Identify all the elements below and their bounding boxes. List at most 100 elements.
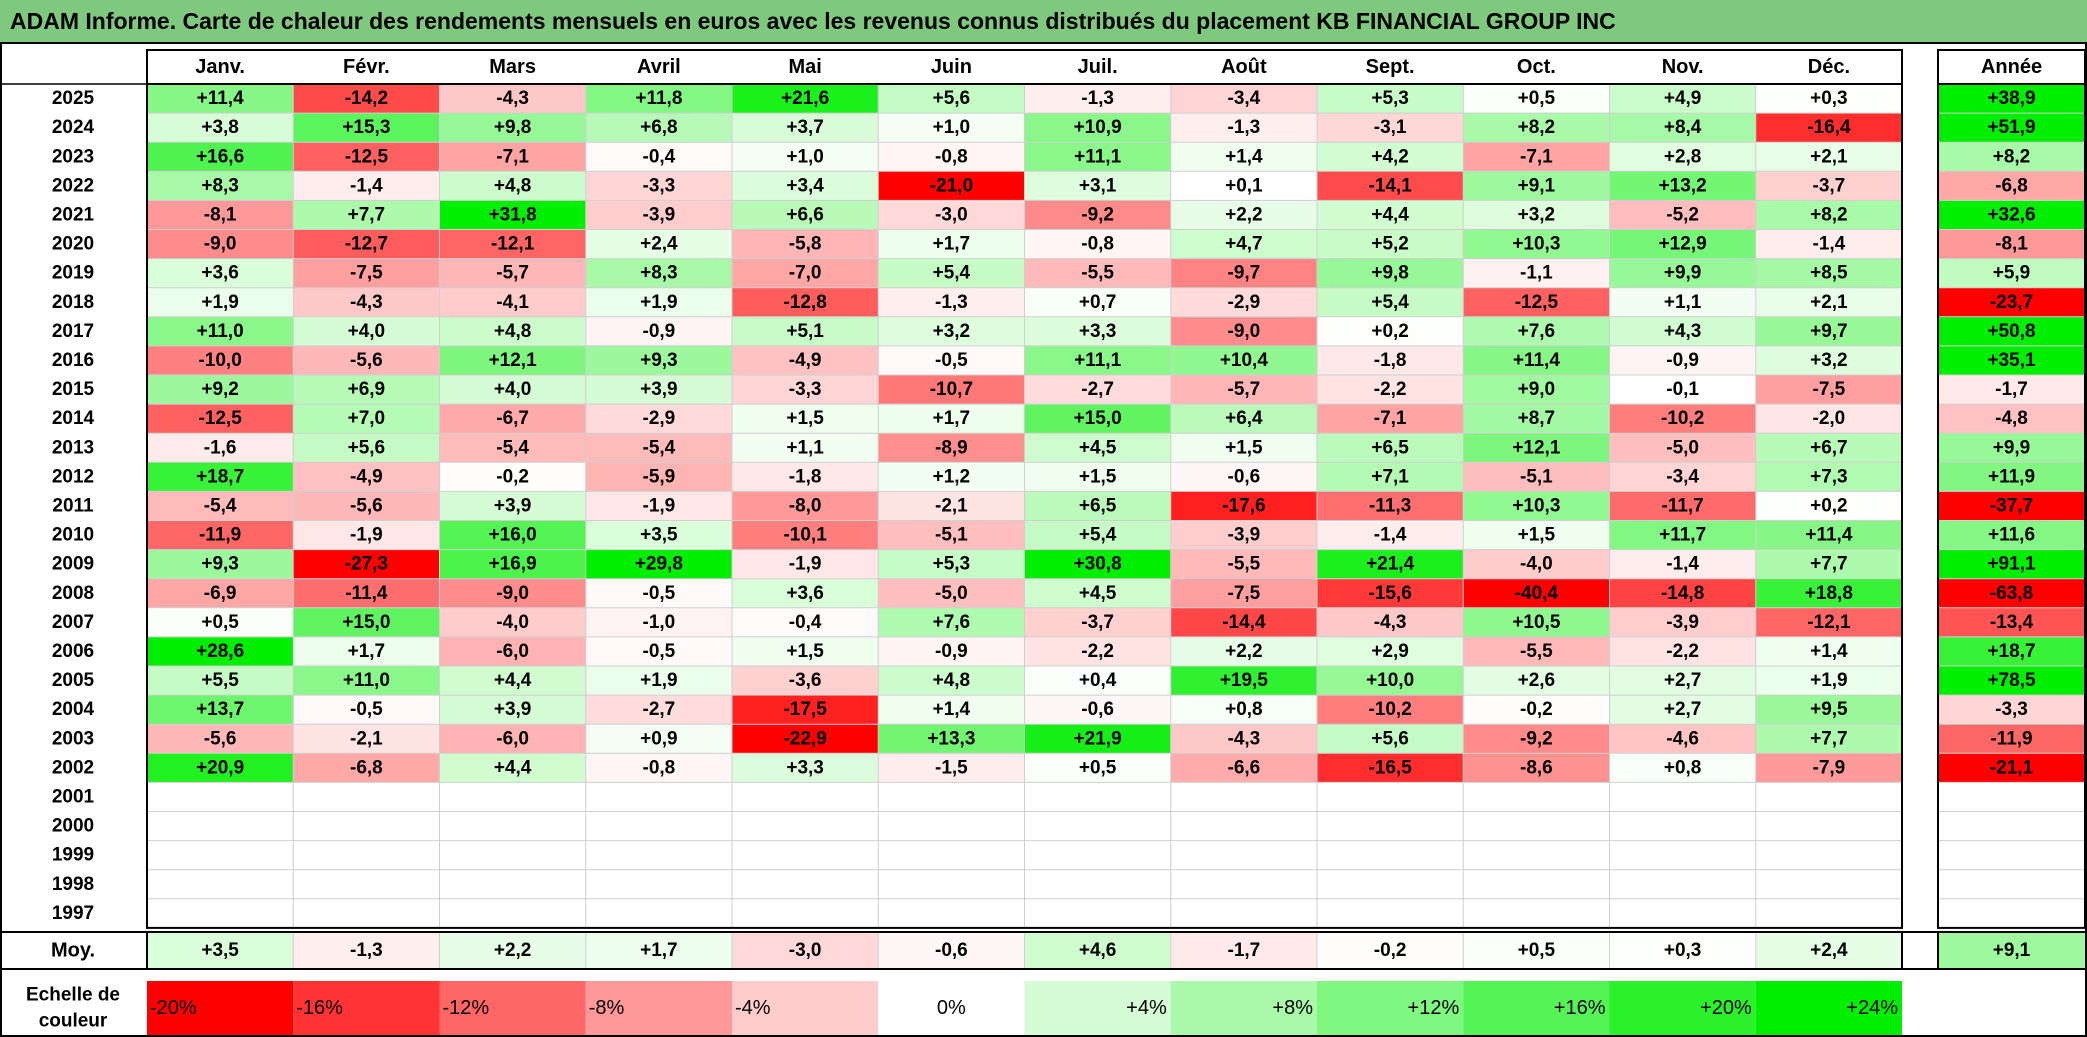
- annual-value: -11,9: [1990, 728, 2032, 749]
- cell-value: +0,7: [1079, 292, 1117, 313]
- heatmap-cell: [147, 753, 294, 783]
- cell-value: -7,1: [1520, 146, 1553, 167]
- heatmap-cell: [147, 287, 294, 317]
- heatmap-cell: [878, 287, 1025, 317]
- heatmap-cell: [1463, 200, 1610, 230]
- cell-value: -0,9: [935, 641, 968, 662]
- row-year-label: 2017: [52, 321, 94, 342]
- cell-value: +0,1: [1225, 175, 1263, 196]
- heatmap-cell: [878, 375, 1025, 405]
- heatmap-cell: [878, 724, 1025, 754]
- heatmap-cell: [1609, 113, 1756, 143]
- cell-value: -7,5: [350, 263, 383, 284]
- heatmap-cell: [293, 113, 440, 143]
- cell-value: +11,4: [197, 88, 244, 109]
- average-cell: [878, 933, 1025, 968]
- heatmap-cell: [585, 549, 732, 579]
- cell-value: +6,5: [1079, 495, 1117, 516]
- row-year-label: 1999: [52, 845, 94, 866]
- heatmap-cell: [1170, 695, 1317, 725]
- cell-value: -4,9: [789, 350, 822, 371]
- heatmap-cell: [1463, 898, 1610, 928]
- heatmap-cell: [147, 404, 294, 434]
- cell-value: +2,4: [640, 234, 678, 255]
- heatmap-cell: [1755, 316, 1902, 346]
- cell-value: +15,0: [342, 612, 390, 633]
- heatmap-cell: [1755, 200, 1902, 230]
- heatmap-cell: [1024, 898, 1171, 928]
- cell-value: +7,6: [1518, 321, 1556, 342]
- annual-cell: [1938, 811, 2085, 841]
- heatmap-cell: [1170, 345, 1317, 375]
- cell-value: -11,3: [1369, 495, 1411, 516]
- row-year-label: 2000: [52, 816, 94, 837]
- cell-value: +3,1: [1079, 175, 1117, 196]
- cell-value: -0,5: [350, 699, 383, 720]
- heatmap-cell: [1317, 433, 1464, 463]
- heatmap-cell: [1463, 433, 1610, 463]
- heatmap-cell: [1024, 666, 1171, 696]
- color-scale-stop: +16%: [1554, 997, 1606, 1019]
- cell-value: +3,7: [786, 117, 824, 138]
- cell-value: -9,2: [1520, 728, 1553, 749]
- cell-value: +1,5: [786, 408, 824, 429]
- cell-value: -5,5: [1520, 641, 1553, 662]
- heatmap-cell: [732, 869, 879, 899]
- average-value: -0,2: [1374, 940, 1407, 961]
- cell-value: +1,7: [348, 641, 386, 662]
- annual-value: -13,4: [1990, 612, 2034, 633]
- heatmap-cell: [293, 840, 440, 870]
- heatmap-cell: [147, 898, 294, 928]
- heatmap-cell: [147, 695, 294, 725]
- cell-value: -3,9: [1228, 525, 1261, 546]
- cell-value: -5,2: [1666, 204, 1699, 225]
- heatmap-cell: [878, 782, 1025, 812]
- color-scale-stop: +24%: [1846, 997, 1898, 1019]
- heatmap-cell: [1755, 520, 1902, 550]
- cell-value: -1,8: [789, 466, 822, 487]
- chart-title: ADAM Informe. Carte de chaleur des rende…: [0, 0, 2087, 43]
- cell-value: +7,3: [1810, 466, 1848, 487]
- cell-value: +6,4: [1225, 408, 1263, 429]
- row-year-label: 2023: [52, 146, 94, 167]
- color-scale-stop: +12%: [1408, 997, 1460, 1019]
- cell-value: +11,8: [635, 88, 682, 109]
- heatmap-cell: [293, 695, 440, 725]
- heatmap-cell: [147, 724, 294, 754]
- cell-value: -27,3: [345, 554, 388, 575]
- row-year-label: 2001: [52, 786, 95, 807]
- heatmap-cell: [1755, 782, 1902, 812]
- heatmap-cell: [732, 840, 879, 870]
- cell-value: +4,9: [1664, 88, 1702, 109]
- heatmap-cell: [1755, 84, 1902, 114]
- heatmap-cell: [293, 258, 440, 288]
- heatmap-cell: [732, 171, 879, 201]
- cell-value: +11,1: [1074, 146, 1121, 167]
- heatmap-cell: [1317, 520, 1464, 550]
- heatmap-cell: [1463, 171, 1610, 201]
- cell-value: -1,9: [643, 495, 676, 516]
- heatmap-cell: [293, 666, 440, 696]
- heatmap-cell: [1170, 898, 1317, 928]
- cell-value: +7,7: [1810, 728, 1848, 749]
- cell-value: -0,9: [1666, 350, 1699, 371]
- heatmap-cell: [1463, 695, 1610, 725]
- annual-value: +51,9: [1987, 117, 2035, 138]
- annual-cell: [1938, 229, 2085, 259]
- month-header-2: Févr.: [343, 56, 390, 78]
- cell-value: -4,3: [1228, 728, 1261, 749]
- heatmap-cell: [1317, 345, 1464, 375]
- cell-value: -0,5: [643, 641, 676, 662]
- heatmap-cell: [1755, 462, 1902, 492]
- month-header-6: Juin: [931, 56, 972, 78]
- cell-value: -5,9: [643, 466, 676, 487]
- cell-value: +9,2: [201, 379, 239, 400]
- cell-value: +7,7: [348, 204, 386, 225]
- average-cell: [1024, 933, 1171, 968]
- heatmap-cell: [1024, 811, 1171, 841]
- cell-value: -3,9: [1666, 612, 1699, 633]
- cell-value: +10,3: [1512, 234, 1560, 255]
- cell-value: +8,3: [201, 175, 239, 196]
- color-scale-swatch: [1755, 981, 1902, 1035]
- heatmap-cell: [585, 375, 732, 405]
